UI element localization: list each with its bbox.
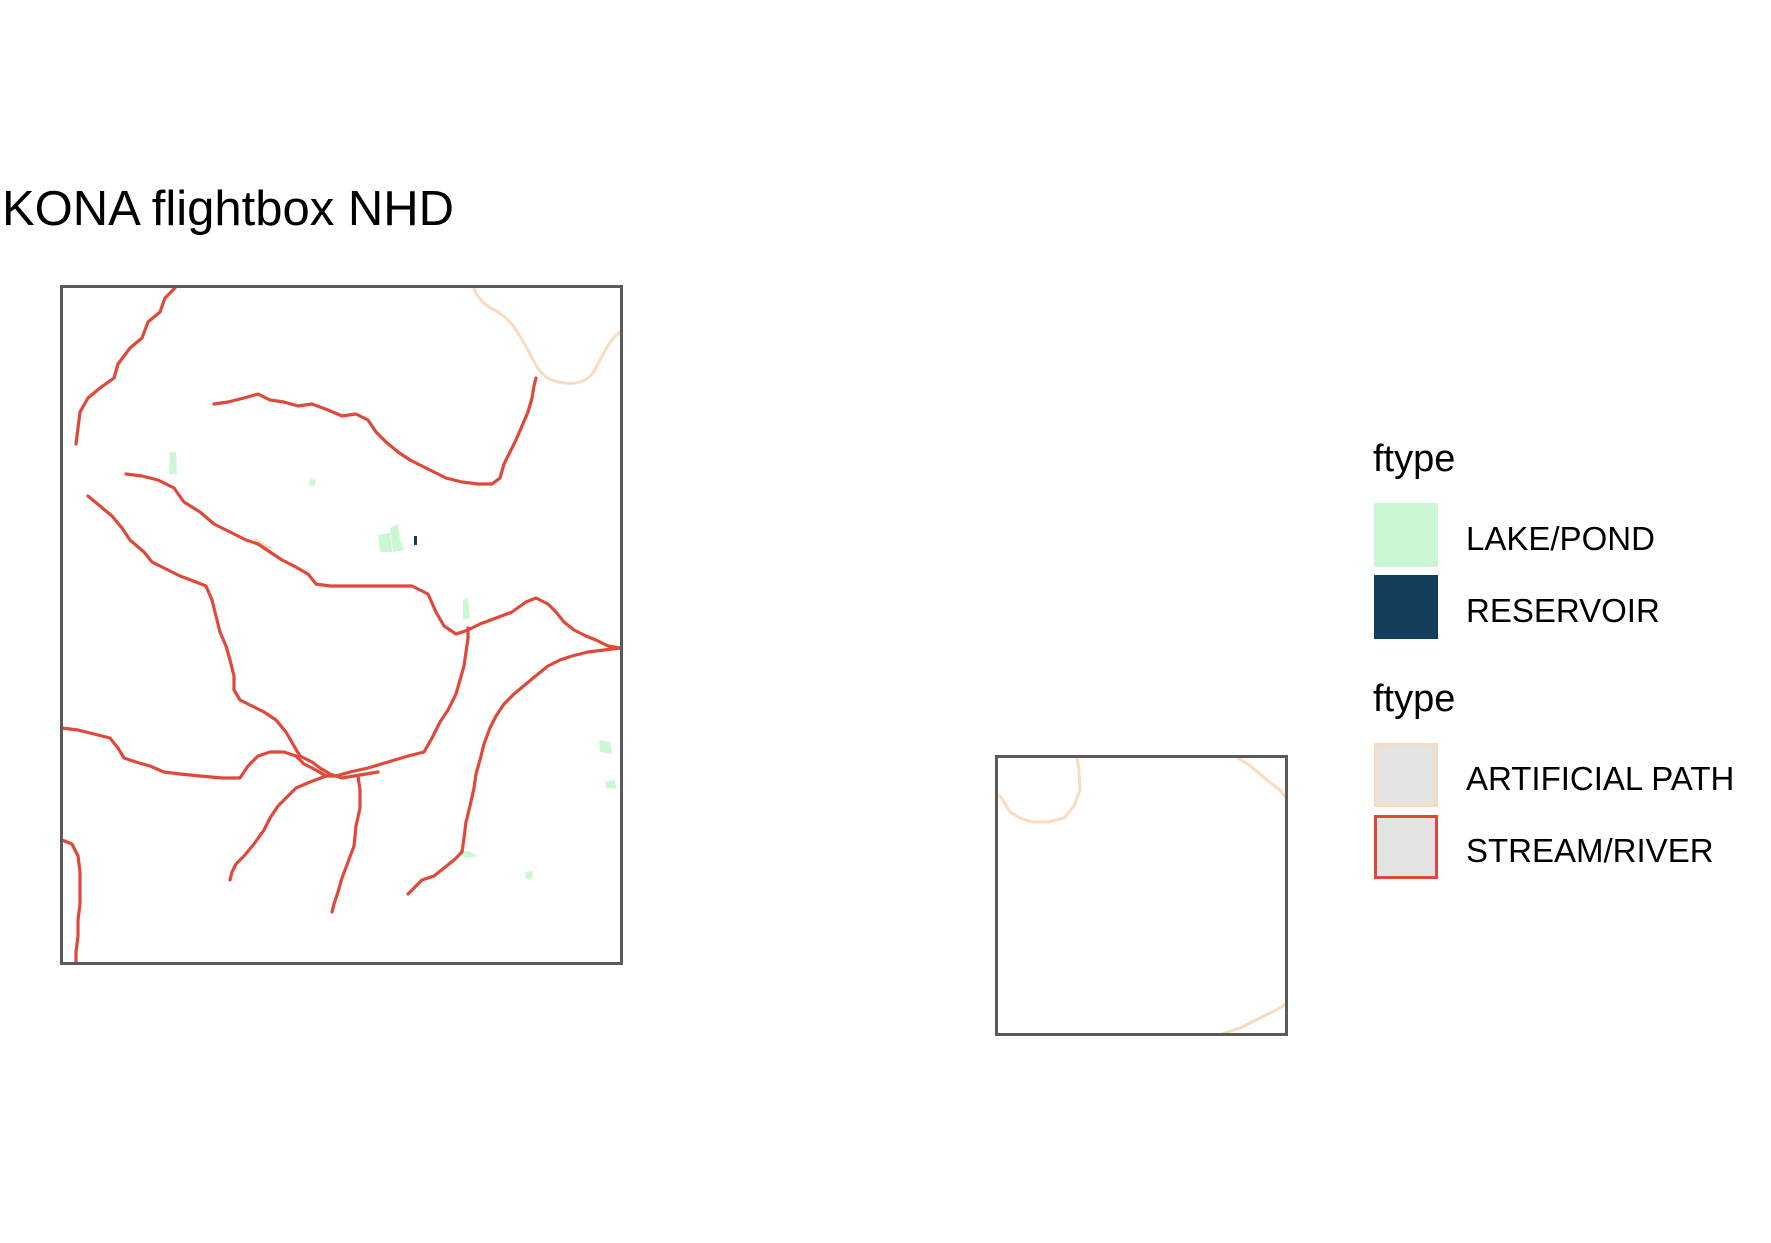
- legend-label-stream-river: STREAM/RIVER: [1466, 832, 1714, 869]
- lake-pond-polygon: [378, 533, 392, 552]
- stream-river-line: [330, 774, 362, 914]
- legend-key-stream-river: [1374, 815, 1438, 879]
- legend-title-lines: ftype: [1373, 678, 1456, 720]
- artificial-path-line: [1220, 1002, 1288, 1036]
- legend-title-polygons: ftype: [1373, 438, 1456, 480]
- inset-artificial-paths: [998, 755, 1288, 1036]
- legend-label-lake-pond: LAKE/POND: [1466, 520, 1655, 557]
- artificial-path-line: [472, 286, 622, 385]
- stream-river-line: [212, 376, 538, 486]
- stream-river-line: [74, 286, 177, 446]
- legend-key-lake-pond: [1374, 503, 1438, 567]
- lake-pond-polygon: [599, 740, 612, 754]
- stream-river-line: [228, 774, 328, 882]
- artificial-path-line: [1234, 755, 1288, 800]
- legend-key-artificial-path: [1374, 743, 1438, 807]
- stream-river-line: [86, 494, 380, 780]
- stream-river-lines: [60, 286, 622, 964]
- reservoir-polygon: [414, 536, 417, 545]
- lake-pond-polygon: [309, 479, 316, 486]
- legend-label-reservoir: RESERVOIR: [1466, 592, 1660, 629]
- lake-pond-polygon: [525, 871, 533, 880]
- artificial-path-line: [998, 755, 1082, 824]
- legend-label-artificial-path: ARTIFICIAL PATH: [1466, 760, 1735, 797]
- reservoir-polygons: [414, 536, 417, 545]
- stream-river-line: [124, 472, 622, 650]
- artificial-path-lines: [253, 286, 622, 550]
- stream-river-line: [60, 626, 470, 780]
- legend-key-reservoir: [1374, 575, 1438, 639]
- map-title: KONA flightbox NHD: [2, 182, 455, 236]
- lake-pond-polygons: [169, 452, 617, 880]
- main-map-frame: [60, 285, 623, 965]
- stream-river-line: [406, 646, 622, 896]
- stream-river-line: [60, 838, 82, 964]
- lake-pond-polygon: [605, 780, 617, 789]
- artificial-path-line: [253, 538, 272, 550]
- lake-pond-polygon: [169, 452, 177, 474]
- lake-pond-polygon: [459, 850, 478, 858]
- lake-pond-polygon: [390, 524, 404, 552]
- inset-map-frame: [995, 755, 1288, 1036]
- lake-pond-polygon: [463, 598, 470, 620]
